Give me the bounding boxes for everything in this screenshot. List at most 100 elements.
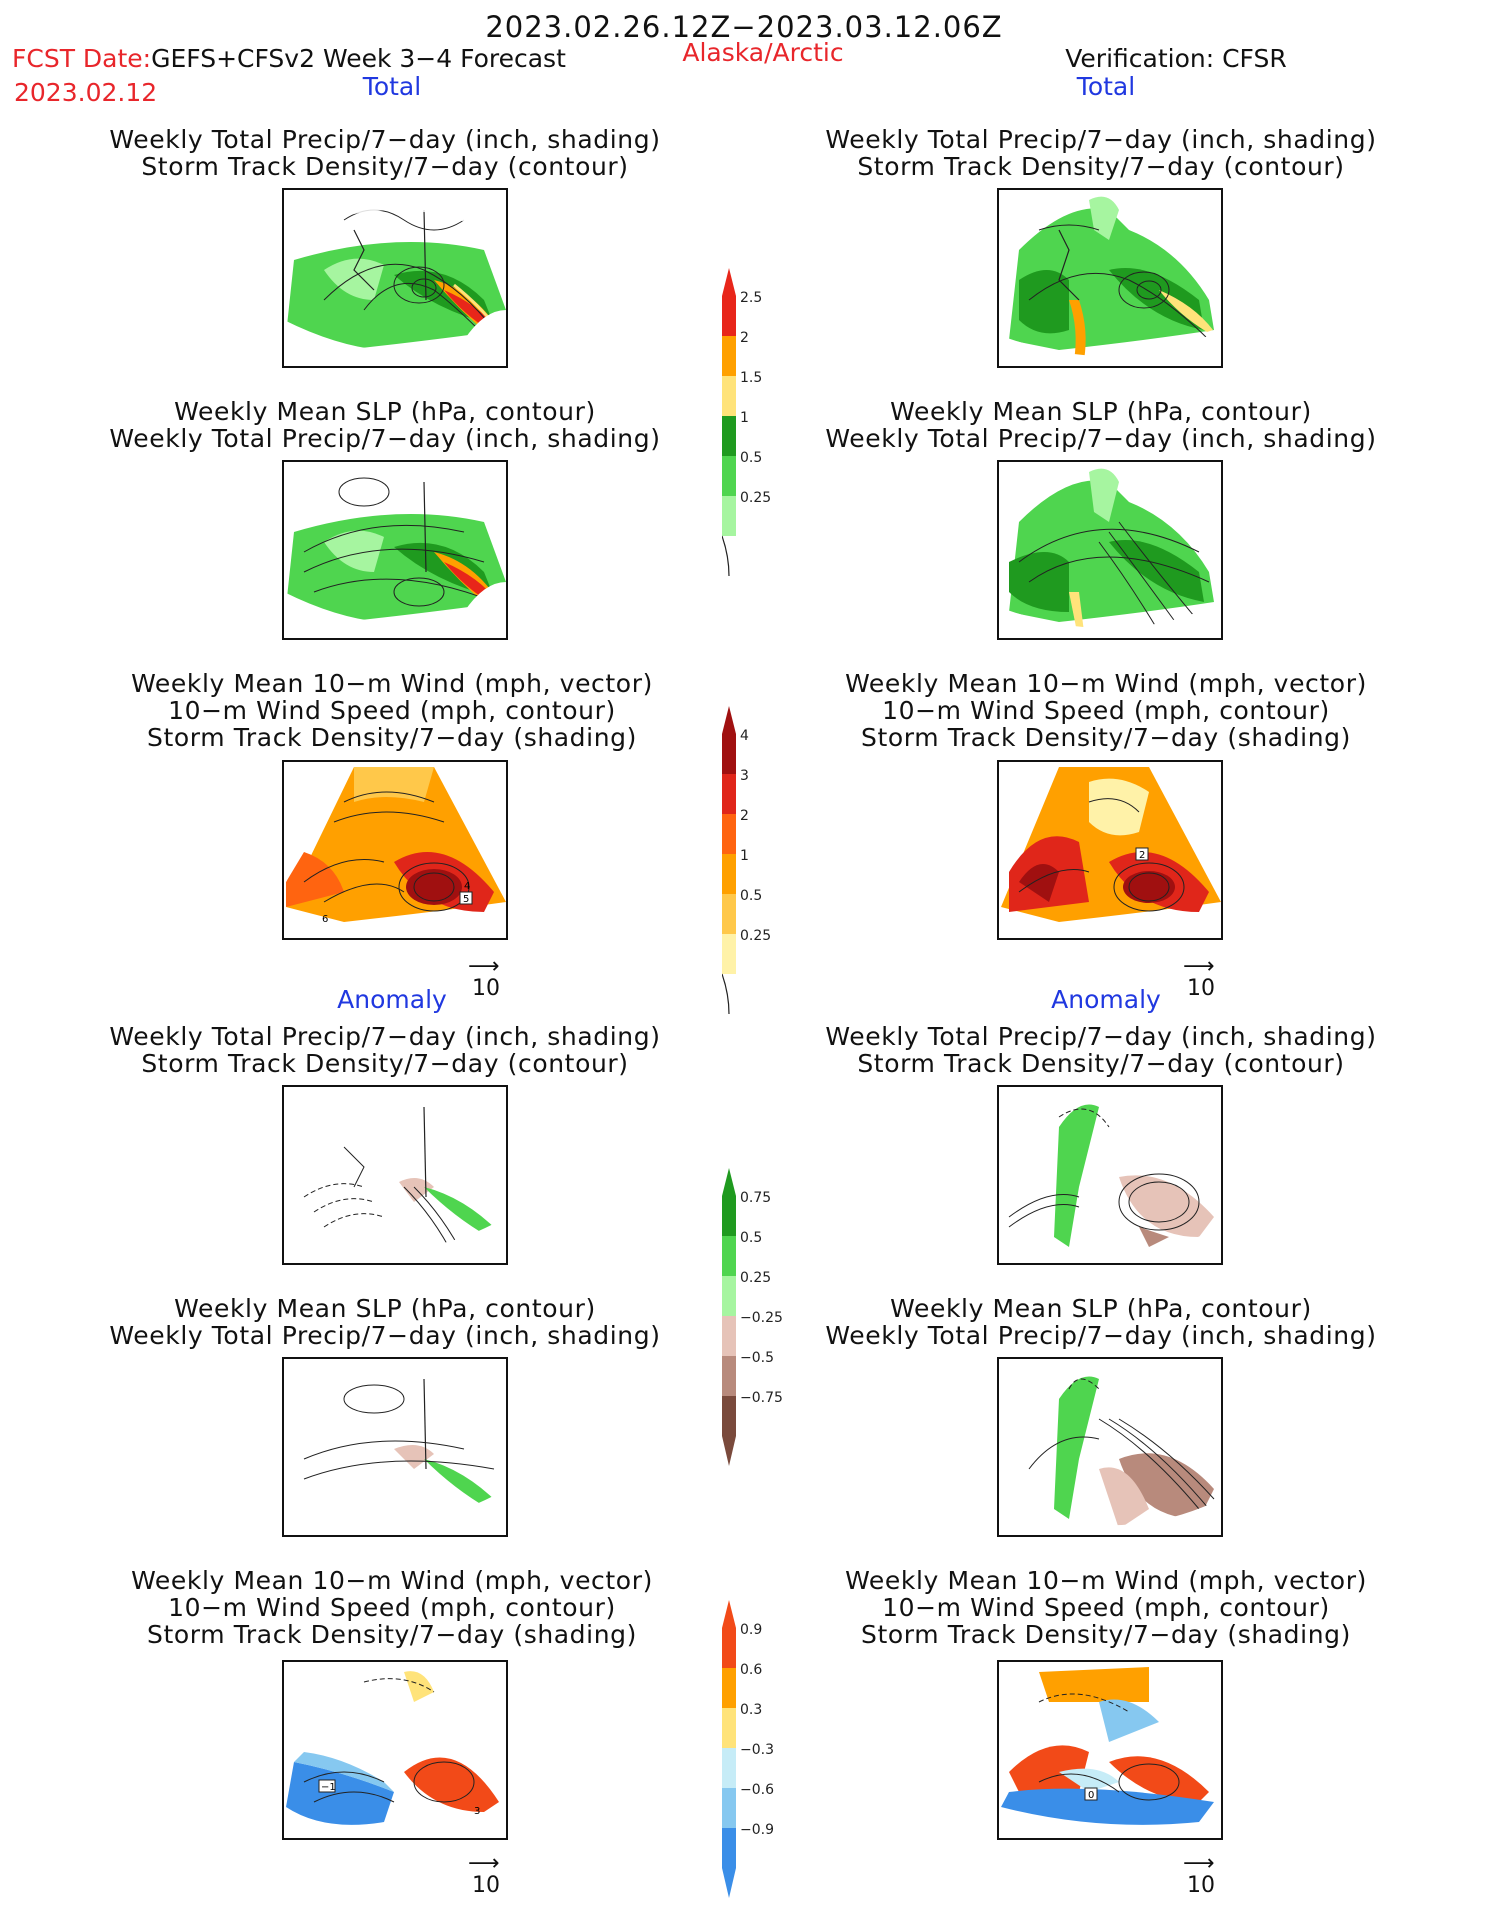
title-line: 10−m Wind Speed (mph, contour) (882, 1593, 1330, 1622)
region-label: Alaska/Arctic (682, 38, 844, 67)
colorbar-bottom-tail (721, 973, 730, 1015)
colorbar-label: 0.25 (740, 1270, 771, 1286)
title-line: Storm Track Density/7−day (contour) (857, 152, 1345, 181)
contour-label: 4 (464, 881, 470, 892)
colorbar-segment (722, 1196, 736, 1236)
colorbar-label: 0.6 (740, 1662, 762, 1678)
colorbar-svg: 4 3 2 1 0.5 0.25 (721, 706, 771, 1015)
colorbar-label: −0.9 (740, 1822, 774, 1838)
colorbar-bottom-tail (721, 535, 730, 577)
contour-label: −1 (321, 1782, 336, 1793)
colorbar-label: 2 (740, 808, 749, 824)
colorbar-label: 0.5 (740, 888, 762, 904)
map-precip-anom-left (282, 1085, 508, 1265)
title-slp-total-left: Weekly Mean SLP (hPa, contour) Weekly To… (109, 398, 660, 452)
title-wind-anom-right: Weekly Mean 10−m Wind (mph, vector) 10−m… (845, 1567, 1367, 1648)
title-slp-anom-right: Weekly Mean SLP (hPa, contour) Weekly To… (825, 1295, 1376, 1349)
fcst-line: FCST Date:GEFS+CFSv2 Week 3−4 Forecast (12, 44, 566, 73)
colorbar-segment (722, 1788, 736, 1828)
title-precip-anom-right: Weekly Total Precip/7−day (inch, shading… (825, 1023, 1376, 1077)
map-wind-total-right: 2 (997, 760, 1223, 940)
title-slp-total-right: Weekly Mean SLP (hPa, contour) Weekly To… (825, 398, 1376, 452)
colorbar-svg: 0.75 0.5 0.25 −0.25 −0.5 −0.75 (722, 1168, 783, 1466)
colorbar-segment (722, 1276, 736, 1316)
colorbar-label: −0.6 (740, 1782, 774, 1798)
title-line: Weekly Mean 10−m Wind (mph, vector) (845, 1566, 1367, 1595)
colorbar-segment (722, 1828, 736, 1868)
section-anomaly-right: Anomaly (1051, 985, 1161, 1014)
contour-label: 3 (474, 1806, 480, 1817)
colorbar-label: −0.25 (740, 1310, 783, 1326)
title-line: Storm Track Density/7−day (contour) (857, 1049, 1345, 1078)
map-precip-total-left (282, 188, 508, 368)
title-line: Weekly Total Precip/7−day (inch, shading… (109, 125, 661, 154)
colorbar-segment (722, 734, 736, 774)
vector-scale-value: 10 (1187, 1873, 1215, 1898)
colorbar-segment (722, 814, 736, 854)
title-line: Weekly Mean SLP (hPa, contour) (174, 1294, 596, 1323)
title-wind-anom-left: Weekly Mean 10−m Wind (mph, vector) 10−m… (131, 1567, 653, 1648)
colorbar-label: 1 (740, 410, 749, 426)
colorbar-segment (722, 1316, 736, 1356)
title-line: Weekly Total Precip/7−day (inch, shading… (825, 125, 1377, 154)
colorbar-precip-total: 2.5 2 1.5 1 0.5 0.25 (721, 268, 812, 580)
title-precip-total-right: Weekly Total Precip/7−day (inch, shading… (825, 126, 1376, 180)
arrow-right-icon: ⟶ (1183, 1851, 1215, 1876)
colorbar-label: 2 (740, 330, 749, 346)
contour-label: 2 (1139, 850, 1145, 861)
colorbar-label: 4 (740, 728, 749, 744)
map-wind-anom-left: −1 3 (282, 1660, 508, 1840)
contour-label: 6 (322, 914, 328, 925)
fcst-label: FCST Date: (12, 44, 152, 73)
fcst-date: 2023.02.12 (14, 78, 158, 107)
section-total-right: Total (1076, 72, 1136, 101)
colorbar-segment (722, 496, 736, 536)
vector-scale-value: 10 (472, 976, 500, 1001)
colorbar-label: 0.75 (740, 1190, 771, 1206)
colorbar-storm-anom: 0.9 0.6 0.3 −0.3 −0.6 −0.9 (722, 1600, 812, 1912)
title-line: Storm Track Density/7−day (shading) (147, 723, 637, 752)
map-slp-total-right (997, 460, 1223, 640)
title-line: 10−m Wind Speed (mph, contour) (168, 696, 616, 725)
title-line: 10−m Wind Speed (mph, contour) (168, 1593, 616, 1622)
map-precip-total-right (997, 188, 1223, 368)
section-anomaly-left: Anomaly (337, 985, 447, 1014)
vector-scale-total-right: ⟶ 10 (1183, 956, 1215, 1002)
colorbar-label: −0.5 (740, 1350, 774, 1366)
colorbar-precip-anom: 0.75 0.5 0.25 −0.25 −0.5 −0.75 (722, 1168, 812, 1480)
colorbar-bottom-cap (722, 1436, 736, 1466)
title-line: Storm Track Density/7−day (contour) (141, 152, 629, 181)
colorbar-bottom-cap (722, 1868, 736, 1898)
colorbar-segment (722, 1236, 736, 1276)
map-slp-total-left (282, 460, 508, 640)
title-line: Weekly Total Precip/7−day (inch, shading… (109, 424, 661, 453)
colorbar-segment (722, 1748, 736, 1788)
vector-scale-value: 10 (472, 1873, 500, 1898)
title-line: Weekly Total Precip/7−day (inch, shading… (825, 424, 1377, 453)
colorbar-label: 0.25 (740, 928, 771, 944)
colorbar-segment (722, 894, 736, 934)
title-line: Weekly Mean 10−m Wind (mph, vector) (131, 1566, 653, 1595)
colorbar-label: 0.3 (740, 1702, 762, 1718)
vector-scale-anom-left: ⟶ 10 (468, 1853, 500, 1899)
title-wind-total-right: Weekly Mean 10−m Wind (mph, vector) 10−m… (845, 670, 1367, 751)
title-line: Weekly Mean 10−m Wind (mph, vector) (845, 669, 1367, 698)
colorbar-top-cap (722, 1600, 736, 1628)
colorbar-label: 0.9 (740, 1622, 762, 1638)
date-range: 2023.02.26.12Z−2023.03.12.06Z (485, 10, 1003, 44)
title-line: Weekly Total Precip/7−day (inch, shading… (825, 1321, 1377, 1350)
title-precip-total-left: Weekly Total Precip/7−day (inch, shading… (109, 126, 660, 180)
colorbar-svg: 0.9 0.6 0.3 −0.3 −0.6 −0.9 (722, 1600, 774, 1898)
colorbar-segment (722, 854, 736, 894)
title-line: 10−m Wind Speed (mph, contour) (882, 696, 1330, 725)
title-line: Storm Track Density/7−day (contour) (141, 1049, 629, 1078)
colorbar-segment (722, 456, 736, 496)
colorbar-segment (722, 1628, 736, 1668)
title-line: Weekly Mean 10−m Wind (mph, vector) (131, 669, 653, 698)
colorbar-segment (722, 1396, 736, 1436)
colorbar-top-cap (722, 706, 736, 734)
colorbar-segment (722, 336, 736, 376)
title-line: Storm Track Density/7−day (shading) (861, 1620, 1351, 1649)
vector-scale-anom-right: ⟶ 10 (1183, 1851, 1215, 1899)
title-line: Weekly Total Precip/7−day (inch, shading… (825, 1022, 1377, 1051)
